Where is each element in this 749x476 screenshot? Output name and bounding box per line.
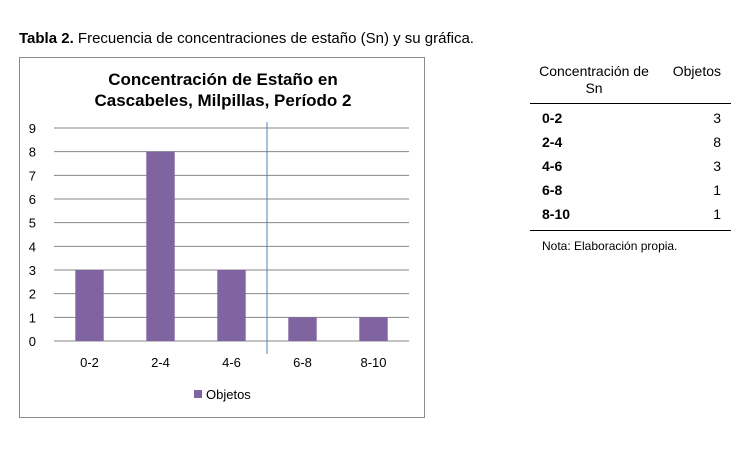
caption-lead: Tabla 2. xyxy=(19,30,74,47)
frequency-table-section: Concentración de Sn Objetos 0-2 3 2-4 8 … xyxy=(530,60,731,253)
bar-6-8 xyxy=(288,317,317,341)
cell-range: 6-8 xyxy=(542,182,563,198)
legend-label: Objetos xyxy=(206,387,251,402)
table-note: Nota: Elaboración propia. xyxy=(542,239,678,253)
x-tick-label: 6-8 xyxy=(293,355,312,370)
table-header-row: Concentración de Sn Objetos xyxy=(530,60,731,104)
y-tick-label: 7 xyxy=(29,168,36,183)
chart-title-line1: Concentración de Estaño en xyxy=(108,70,338,89)
legend-swatch xyxy=(194,390,202,398)
chart-title: Concentración de Estaño en Cascabeles, M… xyxy=(20,69,426,111)
y-tick-label: 1 xyxy=(29,310,36,325)
caption-text: Frecuencia de concentraciones de estaño … xyxy=(77,30,474,47)
table-row: 2-4 8 xyxy=(530,130,731,154)
frequency-table: Concentración de Sn Objetos 0-2 3 2-4 8 … xyxy=(530,60,731,231)
table-row: 6-8 1 xyxy=(530,178,731,202)
bar-chart: 0 1 2 3 4 5 6 7 8 9 0-2 2-4 4-6 6-8 8-10 Objetos xyxy=(29,121,409,402)
table-row: 8-10 1 xyxy=(530,202,731,231)
table-row: 0-2 3 xyxy=(530,104,731,131)
cell-range: 4-6 xyxy=(542,158,563,174)
y-tick-label: 5 xyxy=(29,216,36,231)
x-tick-label: 8-10 xyxy=(360,355,386,370)
cell-count: 3 xyxy=(713,158,721,174)
cell-count: 8 xyxy=(713,134,721,150)
bar-0-2 xyxy=(75,270,104,341)
cell-count: 3 xyxy=(713,110,721,126)
y-tick-label: 4 xyxy=(29,239,36,254)
cell-range: 8-10 xyxy=(530,202,658,231)
y-tick-label: 0 xyxy=(29,334,36,349)
chart-title-line2: Cascabeles, Milpillas, Período 2 xyxy=(94,91,352,110)
chart-area: Concentración de Estaño en Cascabeles, M… xyxy=(19,57,425,418)
bar-8-10 xyxy=(359,317,388,341)
x-tick-label: 0-2 xyxy=(80,355,99,370)
cell-range: 2-4 xyxy=(542,134,563,150)
table-caption: Tabla 2. Frecuencia de concentraciones d… xyxy=(19,30,474,47)
y-tick-label: 3 xyxy=(29,263,36,278)
cell-range: 0-2 xyxy=(542,110,563,126)
y-tick-label: 2 xyxy=(29,287,36,302)
cell-count: 1 xyxy=(658,202,731,231)
cell-count: 1 xyxy=(713,182,721,198)
x-tick-label: 2-4 xyxy=(151,355,170,370)
y-tick-label: 9 xyxy=(29,121,36,136)
x-tick-label: 4-6 xyxy=(222,355,241,370)
bar-2-4 xyxy=(146,151,175,341)
table-row: 4-6 3 xyxy=(530,154,731,178)
bar-4-6 xyxy=(217,270,246,341)
header-objects: Objetos xyxy=(658,60,731,104)
header-concentration: Concentración de Sn xyxy=(530,60,658,104)
y-tick-label: 8 xyxy=(29,145,36,160)
y-tick-label: 6 xyxy=(29,192,36,207)
